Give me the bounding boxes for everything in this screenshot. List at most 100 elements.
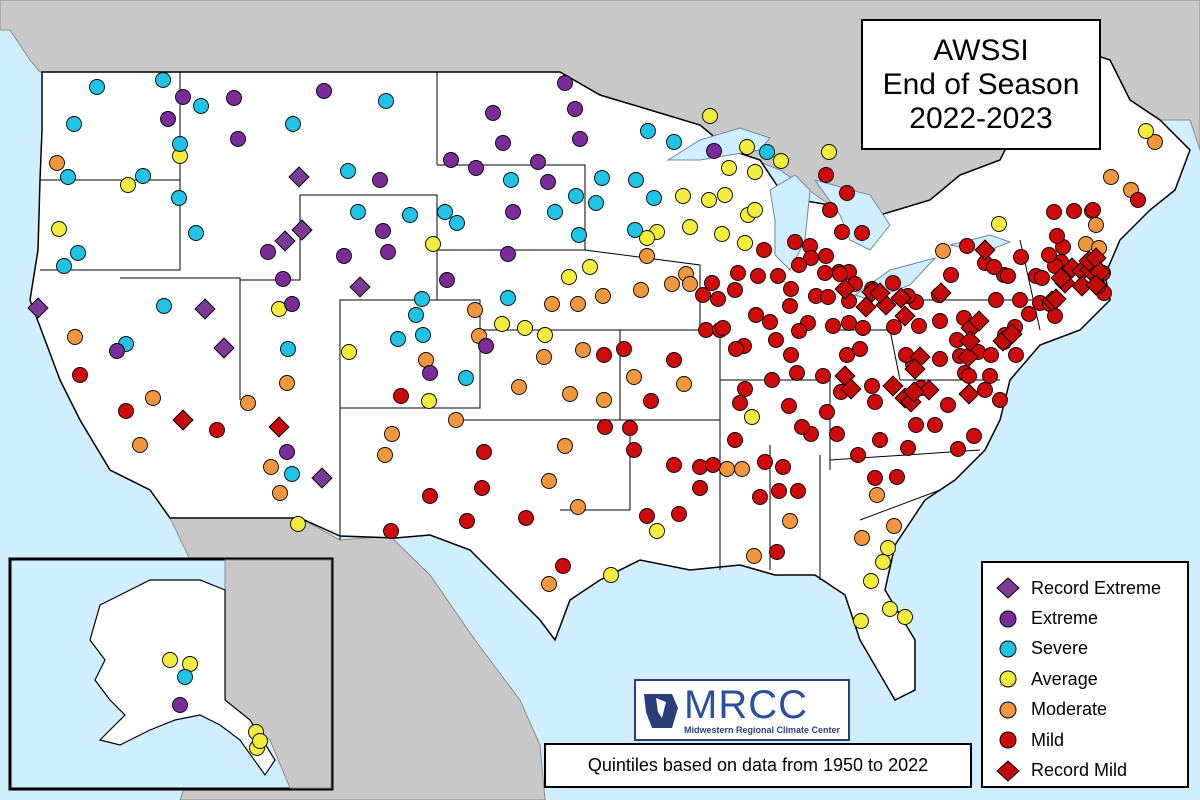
legend-item-moderate: Moderate bbox=[995, 695, 1187, 725]
station-moderate-marker bbox=[575, 342, 591, 358]
station-severe-marker bbox=[378, 93, 394, 109]
station-mild-marker bbox=[790, 483, 806, 499]
station-mild-marker bbox=[762, 314, 778, 330]
station-mild-marker bbox=[769, 544, 785, 560]
station-extreme-marker bbox=[172, 697, 188, 713]
legend-label: Record Mild bbox=[1031, 760, 1128, 781]
severe-symbol-icon bbox=[999, 640, 1017, 658]
station-mild-marker bbox=[474, 480, 490, 496]
station-mild-marker bbox=[476, 444, 492, 460]
station-severe-marker bbox=[350, 204, 366, 220]
legend: Record Extreme Extreme Severe Average Modera… bbox=[981, 561, 1189, 788]
station-average-marker bbox=[853, 613, 869, 629]
station-mild-marker bbox=[820, 289, 836, 305]
station-mild-marker bbox=[872, 432, 888, 448]
station-average-marker bbox=[875, 554, 891, 570]
station-mild-marker bbox=[1047, 308, 1063, 324]
station-record-mild-marker bbox=[840, 378, 862, 400]
station-extreme-marker bbox=[557, 75, 573, 91]
station-mild-marker bbox=[666, 457, 682, 473]
station-mild-marker bbox=[118, 403, 134, 419]
station-extreme-marker bbox=[279, 444, 295, 460]
station-mild-marker bbox=[1034, 270, 1050, 286]
station-record-mild-marker bbox=[1085, 274, 1107, 296]
station-severe-marker bbox=[666, 134, 682, 150]
station-extreme-marker bbox=[540, 174, 556, 190]
station-moderate-marker bbox=[595, 288, 611, 304]
station-extreme-marker bbox=[567, 101, 583, 117]
station-moderate-marker bbox=[272, 485, 288, 501]
station-moderate-marker bbox=[557, 438, 573, 454]
station-record-extreme-marker bbox=[194, 298, 216, 320]
station-mild-marker bbox=[950, 441, 966, 457]
station-extreme-marker bbox=[530, 154, 546, 170]
station-mild-marker bbox=[822, 202, 838, 218]
station-mild-marker bbox=[898, 347, 914, 363]
mild-symbol-icon bbox=[999, 731, 1017, 749]
station-average-marker bbox=[421, 393, 437, 409]
legend-label: Moderate bbox=[1031, 699, 1108, 720]
station-mild-marker bbox=[982, 368, 998, 384]
station-mild-marker bbox=[829, 426, 845, 442]
station-moderate-marker bbox=[541, 473, 557, 489]
station-average-marker bbox=[747, 202, 763, 218]
station-mild-marker bbox=[977, 382, 993, 398]
station-severe-marker bbox=[156, 298, 172, 314]
station-mild-marker bbox=[616, 341, 632, 357]
legend-item-severe: Severe bbox=[995, 634, 1187, 664]
station-moderate-marker bbox=[132, 437, 148, 453]
station-extreme-marker bbox=[284, 296, 300, 312]
station-severe-marker bbox=[640, 123, 656, 139]
station-average-marker bbox=[517, 320, 533, 336]
station-mild-marker bbox=[775, 459, 791, 475]
station-mild-marker bbox=[622, 420, 638, 436]
station-mild-marker bbox=[1000, 268, 1016, 284]
station-mild-marker bbox=[983, 347, 999, 363]
station-mild-marker bbox=[850, 447, 866, 463]
station-moderate-marker bbox=[562, 386, 578, 402]
station-record-mild-marker bbox=[918, 379, 940, 401]
station-mild-marker bbox=[756, 242, 772, 258]
station-mild-marker bbox=[705, 457, 721, 473]
station-extreme-marker bbox=[422, 365, 438, 381]
station-mild-marker bbox=[698, 322, 714, 338]
station-extreme-marker bbox=[375, 223, 391, 239]
station-extreme-marker bbox=[175, 89, 191, 105]
station-extreme-marker bbox=[706, 143, 722, 159]
legend-item-extreme: Extreme bbox=[995, 603, 1187, 633]
legend-item-record-extreme: Record Extreme bbox=[995, 573, 1187, 603]
station-mild-marker bbox=[1012, 292, 1028, 308]
station-mild-marker bbox=[818, 248, 834, 264]
station-mild-marker bbox=[715, 320, 731, 336]
station-mild-marker bbox=[771, 483, 787, 499]
station-extreme-marker bbox=[505, 204, 521, 220]
station-moderate-marker bbox=[676, 376, 692, 392]
station-mild-marker bbox=[966, 428, 982, 444]
station-mild-marker bbox=[692, 459, 708, 475]
station-average-marker bbox=[880, 540, 896, 556]
station-record-extreme-marker bbox=[27, 297, 49, 319]
station-mild-marker bbox=[692, 480, 708, 496]
station-record-mild-marker bbox=[958, 383, 980, 405]
station-extreme-marker bbox=[380, 244, 396, 260]
station-average-marker bbox=[717, 187, 733, 203]
station-record-mild-marker bbox=[1050, 267, 1072, 289]
station-record-extreme-marker bbox=[311, 467, 333, 489]
station-mild-marker bbox=[854, 225, 870, 241]
station-mild-marker bbox=[839, 347, 855, 363]
station-markers bbox=[27, 72, 1163, 756]
station-average-marker bbox=[1138, 123, 1154, 139]
station-mild-marker bbox=[596, 347, 612, 363]
station-severe-marker bbox=[547, 204, 563, 220]
station-mild-marker bbox=[782, 298, 798, 314]
station-severe-marker bbox=[415, 327, 431, 343]
station-record-mild-marker bbox=[869, 282, 891, 304]
station-average-marker bbox=[747, 164, 763, 180]
title-box: AWSSI End of Season 2022-2023 bbox=[861, 19, 1101, 150]
station-average-marker bbox=[51, 221, 67, 237]
station-average-marker bbox=[701, 192, 717, 208]
station-extreme-marker bbox=[336, 248, 352, 264]
station-moderate-marker bbox=[682, 276, 698, 292]
station-severe-marker bbox=[89, 79, 105, 95]
station-mild-marker bbox=[818, 167, 834, 183]
